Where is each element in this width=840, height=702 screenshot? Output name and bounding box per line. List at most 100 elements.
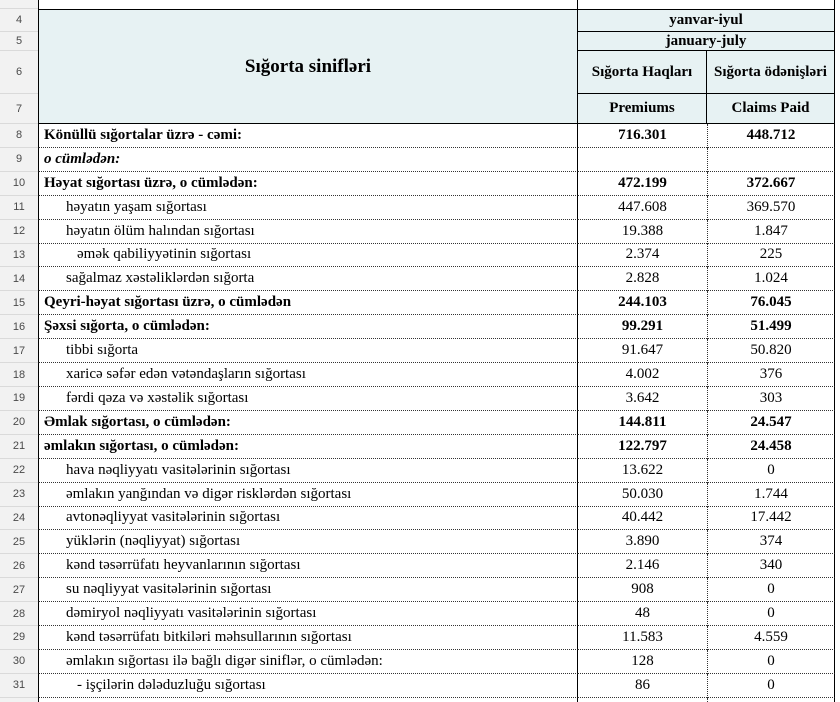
claims-cell[interactable]: 372.667 (707, 171, 835, 196)
row-number[interactable]: 17 (0, 339, 38, 364)
claims-cell[interactable]: 76.045 (707, 291, 835, 316)
class-label-cell[interactable]: o cümlədən: (38, 147, 578, 172)
row-number[interactable]: 29 (0, 626, 38, 650)
premiums-en-header-cell[interactable]: Premiums (578, 94, 707, 124)
claims-cell[interactable]: 225 (707, 243, 835, 268)
premiums-cell[interactable]: 716.301 (578, 124, 707, 148)
row-number[interactable]: 18 (0, 363, 38, 387)
claims-cell[interactable] (707, 147, 835, 172)
premiums-cell[interactable]: 13.622 (578, 459, 707, 483)
premiums-cell[interactable]: 3.642 (578, 387, 707, 411)
row-number[interactable]: 5 (0, 32, 38, 51)
claims-cell[interactable]: 376 (707, 363, 835, 387)
claims-cell[interactable]: 448.712 (707, 124, 835, 148)
premiums-cell[interactable]: 2.146 (578, 554, 707, 579)
row-number[interactable]: 16 (0, 315, 38, 340)
premiums-cell[interactable]: 122.797 (578, 435, 707, 459)
row-number[interactable]: 11 (0, 195, 38, 220)
claims-cell[interactable]: 0 (707, 578, 835, 603)
row-number[interactable]: 25 (0, 530, 38, 555)
claims-cell[interactable]: 1.024 (707, 267, 835, 292)
class-label-cell[interactable]: yüklərin (nəqliyyat) sığortası (38, 530, 578, 555)
class-label-cell[interactable]: - işçilərin dələduzluğu sığortası (38, 673, 578, 698)
row-number[interactable]: 24 (0, 506, 38, 531)
row-number[interactable]: 9 (0, 147, 38, 172)
class-label-cell[interactable]: Qeyri-həyat sığortası üzrə, o cümlədən (38, 291, 578, 316)
premiums-az-header-cell[interactable]: Sığorta Haqları (578, 51, 707, 94)
premiums-cell[interactable]: 86 (578, 674, 707, 698)
premiums-cell[interactable]: 4.002 (578, 363, 707, 387)
row-number[interactable]: 4 (0, 9, 38, 32)
row-number[interactable]: 15 (0, 291, 38, 316)
premiums-cell[interactable] (578, 148, 707, 172)
class-label-cell[interactable]: kənd təsərrüfatı heyvanlarının sığortası (38, 554, 578, 579)
claims-cell[interactable]: 51.499 (707, 315, 835, 340)
period-en-cell[interactable]: january-july (578, 32, 835, 51)
premiums-cell[interactable]: 91.647 (578, 339, 707, 364)
claims-cell[interactable]: 24.547 (707, 410, 835, 435)
bottom-partial-label-cell[interactable] (38, 697, 578, 702)
claims-cell[interactable]: 1.847 (707, 219, 835, 244)
class-label-cell[interactable]: həyatın yaşam sığortası (38, 195, 578, 220)
row-number[interactable]: 30 (0, 649, 38, 674)
claims-cell[interactable]: 303 (707, 386, 835, 411)
row-number[interactable]: 23 (0, 482, 38, 507)
class-label-cell[interactable]: fərdi qəza və xəstəlik sığortası (38, 386, 578, 411)
row-number[interactable]: 14 (0, 267, 38, 292)
class-label-cell[interactable]: su nəqliyyat vasitələrinin sığortası (38, 578, 578, 603)
premiums-cell[interactable]: 48 (578, 602, 707, 627)
class-label-cell[interactable]: avtonəqliyyat vasitələrinin sığortası (38, 506, 578, 531)
insurance-classes-header-cell[interactable]: Sığorta sinifləri (38, 9, 578, 124)
class-label-cell[interactable]: əmlakın yanğından və digər risklərdən sı… (38, 482, 578, 507)
row-number[interactable]: 27 (0, 578, 38, 603)
class-label-cell[interactable]: Şəxsi sığorta, o cümlədən: (38, 315, 578, 340)
bottom-partial-premiums-cell[interactable] (578, 698, 707, 702)
class-label-cell[interactable]: Könüllü sığortalar üzrə - cəmi: (38, 124, 578, 148)
row-number[interactable] (0, 0, 38, 9)
class-label-cell[interactable]: kənd təsərrüfatı bitkiləri məhsullarının… (38, 626, 578, 650)
class-label-cell[interactable]: həyatın ölüm halından sığortası (38, 219, 578, 244)
premiums-cell[interactable]: 244.103 (578, 291, 707, 316)
class-label-cell[interactable]: dəmiryol nəqliyyatı vasitələrinin sığort… (38, 602, 578, 627)
top-partial-label-cell[interactable] (38, 0, 578, 9)
class-label-cell[interactable]: əmlakın sığortası ilə bağlı digər sinifl… (38, 649, 578, 674)
period-az-cell[interactable]: yanvar-iyul (578, 9, 835, 32)
top-partial-claims-cell[interactable] (707, 0, 835, 9)
row-number[interactable]: 8 (0, 124, 38, 148)
class-label-cell[interactable]: sağalmaz xəstəliklərdən sığorta (38, 267, 578, 292)
row-number[interactable]: 26 (0, 554, 38, 579)
row-number[interactable] (0, 697, 38, 702)
premiums-cell[interactable]: 40.442 (578, 507, 707, 531)
class-label-cell[interactable]: Həyat sığortası üzrə, o cümlədən: (38, 171, 578, 196)
claims-cell[interactable]: 0 (707, 602, 835, 627)
claims-cell[interactable]: 1.744 (707, 482, 835, 507)
premiums-cell[interactable]: 50.030 (578, 483, 707, 507)
premiums-cell[interactable]: 2.374 (578, 244, 707, 268)
class-label-cell[interactable]: əmlakın sığortası, o cümlədən: (38, 434, 578, 459)
claims-cell[interactable]: 340 (707, 554, 835, 579)
class-label-cell[interactable]: xaricə səfər edən vətəndaşların sığortas… (38, 363, 578, 387)
row-number[interactable]: 22 (0, 458, 38, 483)
claims-cell[interactable]: 374 (707, 530, 835, 555)
row-number[interactable]: 28 (0, 602, 38, 627)
row-number[interactable]: 13 (0, 243, 38, 268)
premiums-cell[interactable]: 472.199 (578, 172, 707, 196)
premiums-cell[interactable]: 128 (578, 650, 707, 674)
premiums-cell[interactable]: 99.291 (578, 315, 707, 340)
premiums-cell[interactable]: 2.828 (578, 267, 707, 292)
row-number[interactable]: 10 (0, 171, 38, 196)
class-label-cell[interactable]: hava nəqliyyatı vasitələrinin sığortası (38, 458, 578, 483)
class-label-cell[interactable]: Əmlak sığortası, o cümlədən: (38, 410, 578, 435)
premiums-cell[interactable]: 19.388 (578, 220, 707, 244)
claims-cell[interactable]: 369.570 (707, 195, 835, 220)
row-number[interactable]: 31 (0, 673, 38, 698)
premiums-cell[interactable]: 11.583 (578, 626, 707, 650)
claims-cell[interactable]: 24.458 (707, 434, 835, 459)
premiums-cell[interactable]: 3.890 (578, 530, 707, 555)
premiums-cell[interactable]: 447.608 (578, 196, 707, 220)
row-number[interactable]: 6 (0, 51, 38, 94)
claims-az-header-cell[interactable]: Sığorta ödənişləri (707, 51, 835, 94)
row-number[interactable]: 12 (0, 219, 38, 244)
premiums-cell[interactable]: 908 (578, 578, 707, 603)
row-number[interactable]: 7 (0, 94, 38, 124)
